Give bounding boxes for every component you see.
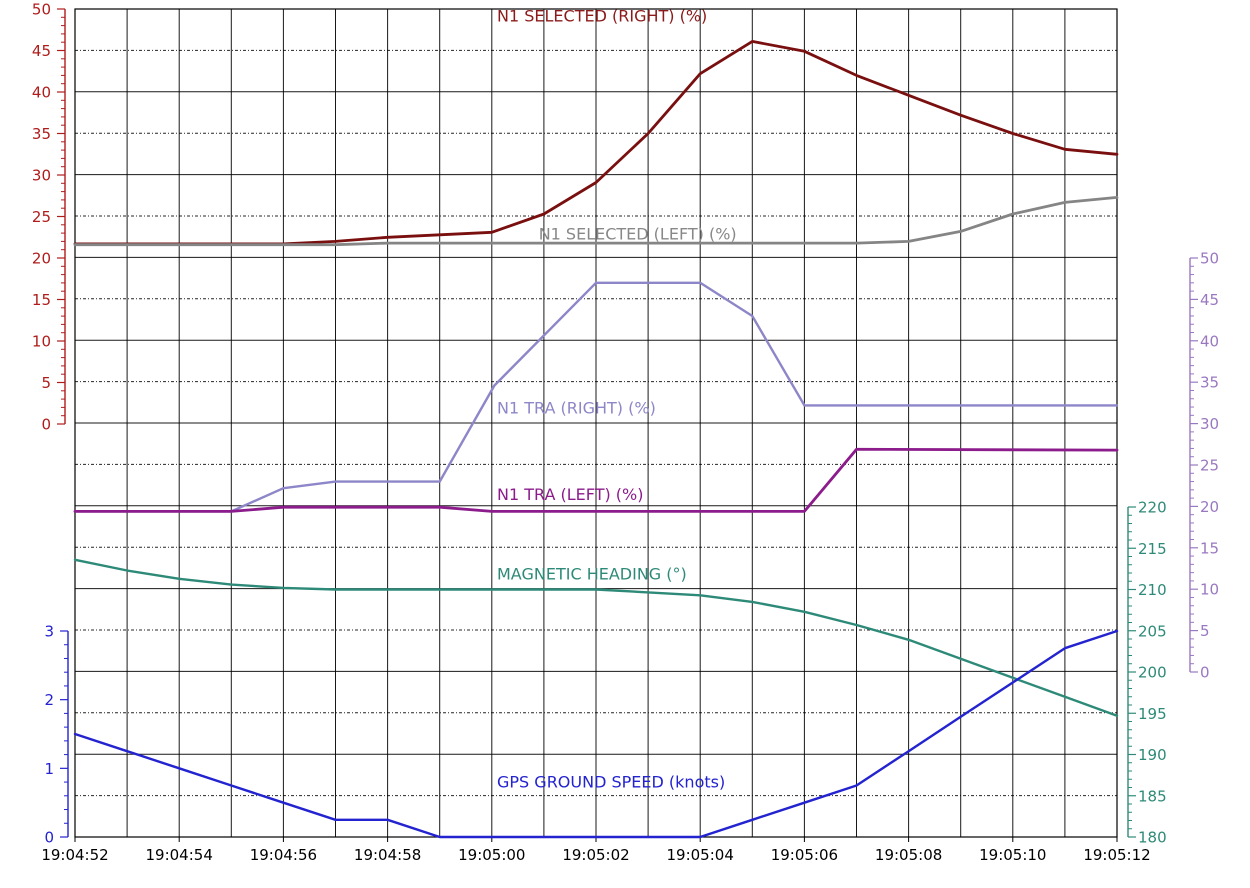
axis-tick-label: 15: [1200, 539, 1219, 557]
axis-tick-label: 5: [1200, 622, 1210, 640]
axis-tick-label: 50: [1200, 250, 1219, 268]
axes: 19:04:52 19:04:54 19:04:56 19:04:58 19:05:00…: [32, 1, 1219, 865]
axis-tick-label: 20: [1200, 498, 1219, 516]
axis-tick-label: 20: [32, 250, 51, 268]
axis-gps_speed: 0 1 2 3: [44, 623, 69, 847]
axis-tick-label: 30: [32, 167, 51, 185]
x-tick-label: 19:04:58: [354, 846, 421, 864]
axis-n1_tra: 0 5 10 15 20 25 30 35 40 45 50: [1189, 250, 1219, 682]
x-tick-label: 19:05:08: [875, 846, 942, 864]
axis-tick-label: 200: [1138, 664, 1167, 682]
series-label: N1 TRA (LEFT) (%): [497, 485, 643, 504]
axis-tick-label: 40: [1200, 332, 1219, 350]
axis-tick-label: 190: [1138, 746, 1167, 764]
axis-tick-label: 180: [1138, 829, 1167, 847]
x-tick-label: 19:04:52: [41, 846, 108, 864]
series-label: N1 TRA (RIGHT) (%): [497, 399, 656, 418]
series-label: MAGNETIC HEADING (°): [497, 565, 687, 584]
axis-tick-label: 2: [44, 691, 54, 709]
axis-tick-label: 35: [32, 125, 51, 143]
axis-tick-label: 45: [32, 42, 51, 60]
series-label: GPS GROUND SPEED (knots): [497, 773, 725, 792]
series-line: [73, 558, 1119, 717]
axis-tick-label: 215: [1138, 540, 1167, 558]
axis-tick-label: 0: [41, 416, 51, 434]
axis-tick-label: 10: [1200, 581, 1219, 599]
axis-tick-label: 185: [1138, 787, 1167, 805]
axis-tick-label: 45: [1200, 291, 1219, 309]
axis-tick-label: 30: [1200, 415, 1219, 433]
series-line: [73, 281, 1119, 513]
axis-heading: 180 185 190 195 200 205 210 215 220: [1127, 499, 1167, 847]
axis-tick-label: 1: [44, 760, 54, 778]
axis-tick-label: 210: [1138, 581, 1167, 599]
axis-tick-label: 5: [41, 374, 51, 392]
x-tick-label: 19:05:02: [562, 846, 629, 864]
series-lines: [73, 40, 1119, 839]
series-line: [73, 40, 1119, 246]
axis-tick-label: 35: [1200, 374, 1219, 392]
series-labels: N1 SELECTED (RIGHT) (%) N1 SELECTED (LEFT…: [497, 6, 737, 791]
x-tick-label: 19:05:06: [771, 846, 838, 864]
x-tick-label: 19:05:04: [667, 846, 734, 864]
axis-tick-label: 0: [44, 829, 54, 847]
axis-tick-label: 25: [32, 208, 51, 226]
x-tick-label: 19:04:56: [250, 846, 317, 864]
axis-tick-label: 205: [1138, 622, 1167, 640]
axis-n1_selected: 0 5 10 15 20 25 30 35 40 45 50: [32, 1, 66, 434]
x-tick-label: 19:05:10: [979, 846, 1046, 864]
axis-tick-label: 195: [1138, 705, 1167, 723]
series-line: [73, 447, 1119, 513]
axis-tick-label: 220: [1138, 499, 1167, 517]
axis-tick-label: 40: [32, 84, 51, 102]
axis-tick-label: 15: [32, 291, 51, 309]
axis-tick-label: 50: [32, 1, 51, 19]
axis-tick-label: 10: [32, 333, 51, 351]
series-label: N1 SELECTED (RIGHT) (%): [497, 6, 707, 25]
axis-tick-label: 25: [1200, 457, 1219, 475]
x-tick-label: 19:05:12: [1083, 846, 1150, 864]
x-tick-label: 19:04:54: [146, 846, 213, 864]
series-line: [73, 629, 1119, 839]
x-tick-label: 19:05:00: [458, 846, 525, 864]
axis-tick-label: 3: [44, 623, 54, 641]
series-line: [73, 195, 1119, 247]
grid: [75, 9, 1117, 837]
series-label: N1 SELECTED (LEFT) (%): [539, 225, 737, 244]
axis-tick-label: 0: [1200, 664, 1210, 682]
